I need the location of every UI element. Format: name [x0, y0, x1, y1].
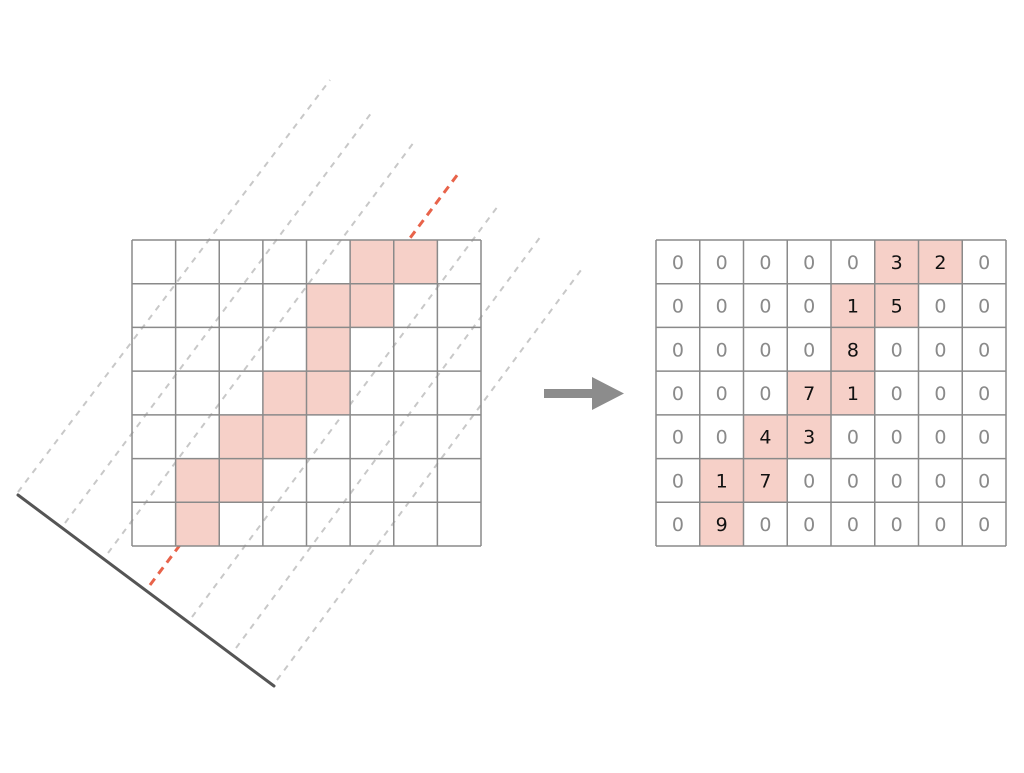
matrix-cell-highlight — [787, 414, 831, 459]
matrix-value: 0 — [934, 339, 946, 361]
matrix-value: 1 — [847, 383, 859, 405]
arrow-right-icon — [544, 377, 624, 410]
matrix-value: 0 — [759, 252, 771, 274]
matrix-value: 0 — [847, 470, 859, 492]
matrix-value: 5 — [891, 296, 903, 318]
matrix-value: 0 — [891, 514, 903, 536]
matrix-value: 0 — [978, 427, 990, 449]
pixel-grid — [131, 239, 482, 547]
highlighted-pixel — [350, 240, 394, 284]
matrix-value: 0 — [978, 252, 990, 274]
detector-layer — [16, 493, 276, 688]
matrix-value: 0 — [716, 427, 728, 449]
matrix-value: 0 — [847, 427, 859, 449]
matrix-value: 0 — [891, 470, 903, 492]
projection-ray — [107, 141, 415, 554]
matrix-value: 0 — [934, 383, 946, 405]
matrix-cell-highlight — [699, 458, 744, 503]
matrix-value: 0 — [672, 339, 684, 361]
matrix-value: 0 — [759, 383, 771, 405]
matrix-value: 0 — [672, 470, 684, 492]
highlighted-pixel — [219, 414, 263, 459]
matrix-cell-highlight — [831, 371, 875, 415]
matrix-value: 2 — [934, 252, 946, 274]
highlighted-pixel — [350, 283, 394, 328]
matrix-value: 0 — [672, 296, 684, 318]
matrix-value: 0 — [934, 296, 946, 318]
matrix-value: 0 — [847, 514, 859, 536]
matrix-cell-highlight — [787, 371, 831, 415]
matrix-value: 4 — [759, 427, 771, 449]
highlighted-pixel — [306, 371, 351, 415]
matrix-value: 9 — [716, 514, 728, 536]
matrix-value: 0 — [978, 470, 990, 492]
matrix-value: 1 — [716, 470, 728, 492]
matrix-value: 0 — [891, 339, 903, 361]
highlighted-pixel — [175, 502, 220, 546]
matrix-value: 8 — [847, 339, 859, 361]
matrix-value: 0 — [716, 339, 728, 361]
matrix-cell-highlight — [874, 283, 919, 328]
matrix-value: 0 — [803, 339, 815, 361]
matrix-value: 0 — [934, 427, 946, 449]
matrix-value: 0 — [759, 339, 771, 361]
matrix-value: 0 — [978, 296, 990, 318]
matrix-value: 0 — [759, 296, 771, 318]
matrix-value: 3 — [891, 252, 903, 274]
highlighted-pixel — [306, 283, 351, 328]
matrix-value: 0 — [716, 383, 728, 405]
matrix-value: 0 — [934, 470, 946, 492]
matrix-value: 0 — [934, 514, 946, 536]
projection-ray — [276, 265, 585, 681]
matrix-value: 0 — [978, 339, 990, 361]
value-matrix: 0 0 0 0 0 3 2 0 0 0 0 0 1 5 0 0 0 0 0 0 8 0 0 0 0 0 0 7 1 0 0 0 0 0 4 3 0 0 0 0… — [655, 239, 1007, 547]
matrix-value: 0 — [672, 514, 684, 536]
matrix-value: 0 — [847, 252, 859, 274]
matrix-value: 0 — [891, 427, 903, 449]
matrix-cell-highlight — [743, 458, 788, 503]
matrix-value: 0 — [803, 296, 815, 318]
matrix-value: 1 — [847, 296, 859, 318]
projection-ray — [235, 235, 542, 649]
matrix-value: 0 — [978, 383, 990, 405]
matrix-value: 0 — [672, 427, 684, 449]
highlighted-pixel — [175, 458, 220, 503]
matrix-value: 0 — [716, 252, 728, 274]
highlighted-pixel — [306, 327, 351, 372]
matrix-value: 0 — [803, 514, 815, 536]
matrix-value: 0 — [803, 252, 815, 274]
matrix-cell-highlight — [831, 283, 875, 328]
highlighted-pixel — [262, 414, 307, 459]
detector-line — [16, 493, 276, 688]
matrix-cell-highlight — [831, 327, 875, 372]
matrix-value: 0 — [759, 514, 771, 536]
matrix-cell-highlight — [874, 240, 919, 284]
matrix-value: 0 — [891, 383, 903, 405]
matrix-value: 0 — [716, 296, 728, 318]
highlighted-pixel — [262, 371, 307, 415]
matrix-cell-highlight — [743, 414, 788, 459]
matrix-cell-highlight — [699, 502, 744, 546]
arrow-head — [592, 377, 624, 410]
projection-ray — [17, 79, 331, 493]
matrix-value: 0 — [978, 514, 990, 536]
matrix-cell-highlight — [918, 240, 963, 284]
matrix-value: 7 — [803, 383, 815, 405]
matrix-value: 0 — [672, 383, 684, 405]
matrix-value: 0 — [803, 470, 815, 492]
highlighted-pixel — [393, 240, 438, 284]
matrix-value: 7 — [759, 470, 771, 492]
highlighted-pixel — [219, 458, 263, 503]
matrix-value: 3 — [803, 427, 815, 449]
arrow-shaft — [544, 389, 596, 398]
matrix-value: 0 — [672, 252, 684, 274]
